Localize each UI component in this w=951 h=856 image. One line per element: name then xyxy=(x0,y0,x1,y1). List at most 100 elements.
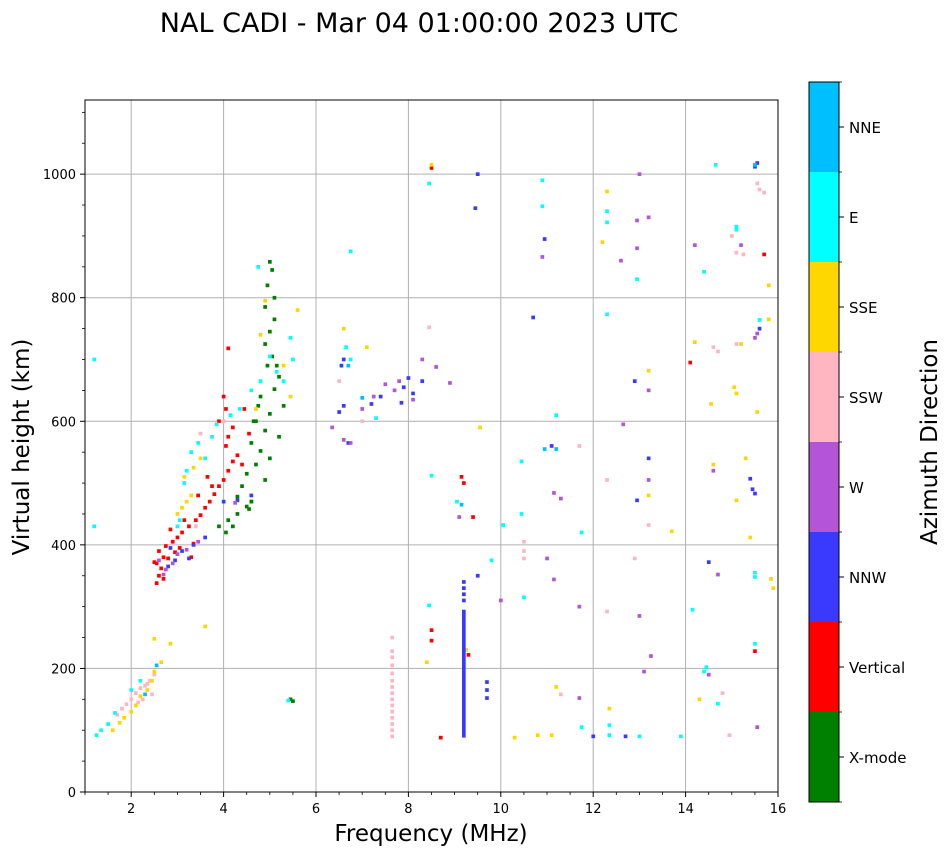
colorbar-tick-label: SSW xyxy=(849,389,883,407)
echo-cell-nne xyxy=(554,447,559,451)
echo-cell-w xyxy=(434,365,438,369)
x-tick-label: 12 xyxy=(585,802,602,817)
y-tick-label: 600 xyxy=(51,415,76,430)
echo-cell-vertical xyxy=(164,544,168,548)
echo-cell-x-mode xyxy=(270,268,274,272)
echo-cell-e xyxy=(94,733,99,737)
echo-cell-e xyxy=(286,698,291,703)
echo-cell-vertical xyxy=(762,252,766,257)
echo-cell-sse xyxy=(129,709,134,714)
echo-cell-ssw xyxy=(427,325,431,330)
echo-cell-e xyxy=(757,318,762,322)
echo-cell-nne xyxy=(542,447,547,451)
echo-cell-vertical xyxy=(210,484,214,488)
echo-cell-sse xyxy=(117,720,122,725)
echo-cell-w xyxy=(646,388,651,393)
echo-cell-x-mode xyxy=(291,699,295,703)
echo-cell-w xyxy=(693,243,697,247)
chart-title: NAL CADI - Mar 04 01:00:00 2023 UTC xyxy=(160,8,678,39)
echo-cell-e xyxy=(579,530,584,535)
echo-cell-nnw xyxy=(646,456,651,461)
echo-cell-sse xyxy=(152,669,157,674)
echo-cell-vertical xyxy=(217,419,221,424)
echo-cell-vertical xyxy=(221,394,226,399)
echo-cell-e xyxy=(489,558,494,563)
echo-cell-e xyxy=(429,473,434,478)
echo-cell-nne xyxy=(143,692,147,697)
colorbar-tick-label: Vertical xyxy=(849,659,905,677)
echo-cell-sse xyxy=(152,636,157,641)
echo-cell-vertical xyxy=(224,444,228,448)
echo-cell-e xyxy=(113,711,117,715)
echo-cell-w xyxy=(360,407,365,411)
echo-cell-ssw xyxy=(390,709,395,714)
echo-cell-vertical xyxy=(157,573,161,578)
echo-cell-sse xyxy=(150,678,154,683)
echo-cell-sse xyxy=(600,240,605,244)
echo-cell-x-mode xyxy=(256,404,261,408)
echo-cell-sse xyxy=(709,402,713,406)
echo-cell-w xyxy=(499,598,503,603)
echo-cell-w xyxy=(755,331,760,336)
echo-cell-x-mode xyxy=(268,260,272,264)
echo-cell-ssw xyxy=(734,342,739,346)
colorbar-swatch xyxy=(809,82,839,172)
echo-cell-sse xyxy=(464,648,468,652)
echo-cell-ssw xyxy=(730,234,734,238)
echo-cell-e xyxy=(753,575,757,579)
echo-cell-e xyxy=(605,209,609,214)
echo-cell-vertical xyxy=(207,499,212,504)
echo-cell-e xyxy=(288,336,293,340)
echo-cell-sse xyxy=(365,345,369,349)
echo-cell-vertical xyxy=(226,346,231,351)
echo-cell-sse xyxy=(669,529,674,534)
echo-cell-vertical xyxy=(166,556,170,561)
echo-cell-nne xyxy=(154,663,159,668)
echo-cell-w xyxy=(637,172,642,176)
echo-cell-x-mode xyxy=(270,354,274,359)
echo-cell-vertical xyxy=(226,434,231,439)
echo-cell-sse xyxy=(189,493,194,498)
echo-cell-e xyxy=(214,422,219,427)
echo-cell-x-mode xyxy=(281,404,286,408)
echo-cell-vertical xyxy=(242,407,247,411)
echo-cell-x-mode xyxy=(263,342,267,346)
echo-cell-e xyxy=(702,669,706,674)
echo-cell-vertical xyxy=(462,481,466,485)
echo-cell-sse xyxy=(258,332,263,337)
colorbar-tick-label: X-mode xyxy=(849,749,906,767)
echo-cell-x-mode xyxy=(217,524,221,529)
echo-cell-vertical xyxy=(182,518,187,522)
echo-cell-sse xyxy=(693,340,697,344)
echo-cell-nnw xyxy=(473,206,478,210)
echo-cell-nne xyxy=(459,502,464,507)
echo-cell-w xyxy=(635,246,639,251)
echo-cell-e xyxy=(637,734,642,739)
echo-cell-x-mode xyxy=(277,434,281,439)
echo-cell-nnw xyxy=(462,580,466,584)
echo-cell-vertical xyxy=(224,407,228,411)
echo-cell-x-mode xyxy=(249,499,254,504)
echo-cell-nne xyxy=(346,363,351,368)
echo-cell-ssw xyxy=(755,181,760,186)
grid-lines xyxy=(85,100,779,793)
echo-cell-nnw xyxy=(401,385,406,390)
echo-cell-nnw xyxy=(623,734,628,739)
echo-cell-e xyxy=(734,227,739,232)
echo-cell-nnw xyxy=(406,376,411,380)
echo-cell-x-mode xyxy=(263,428,267,433)
echo-cell-w xyxy=(577,604,582,609)
echo-cell-e xyxy=(196,441,200,445)
echo-cell-e xyxy=(258,379,263,383)
echo-cell-e xyxy=(704,665,709,669)
plot-area xyxy=(85,100,778,792)
y-tick-label: 400 xyxy=(51,539,76,554)
echo-cell-w xyxy=(552,491,556,495)
echo-cell-ssw xyxy=(711,345,716,349)
echo-cell-sse xyxy=(110,728,115,733)
echo-cell-e xyxy=(635,277,639,281)
x-tick-label: 14 xyxy=(677,802,694,817)
echo-cell-x-mode xyxy=(231,524,235,529)
echo-cell-w xyxy=(348,441,353,445)
echo-cell-e xyxy=(182,481,187,485)
